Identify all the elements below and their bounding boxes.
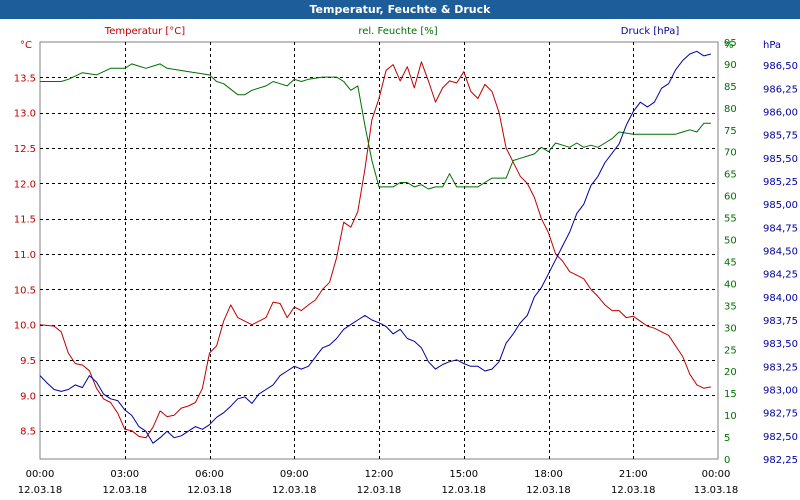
press-axis-unit: hPa	[763, 40, 781, 51]
x-tick-date: 12.03.18	[611, 485, 656, 496]
press-tick-label: 982,25	[763, 455, 798, 466]
press-tick-label: 985,50	[763, 154, 798, 165]
press-tick-label: 982,75	[763, 409, 798, 420]
hum-tick-label: 75	[724, 126, 737, 137]
x-tick-date: 12.03.18	[18, 485, 63, 496]
legend-humidity: rel. Feuchte [%]	[358, 26, 437, 37]
hum-tick-label: 30	[724, 323, 737, 334]
pressure-line	[39, 50, 712, 444]
x-tick-time: 15:00	[449, 469, 478, 480]
press-tick-label: 986,25	[763, 84, 798, 95]
x-tick-date: 12.03.18	[187, 485, 232, 496]
hum-tick-label: 20	[724, 367, 737, 378]
grid-lines	[40, 42, 718, 459]
hum-tick-labels: 0 5 10 15 20 25 30 35 40 45 50 55 60 65 70 75 80 85 90 95	[724, 38, 737, 466]
chart-title: Temperatur, Feuchte & Druck	[0, 0, 800, 19]
temp-tick-label: 13.0	[14, 109, 36, 120]
x-tick-time: 00:00	[26, 469, 55, 480]
hum-tick-label: 55	[724, 214, 737, 225]
temp-axis-unit: °C	[20, 40, 32, 51]
hum-tick-label: 0	[724, 455, 730, 466]
x-tick-labels: 00:00 12.03.18 03:00 12.03.18 06:00 12.03.18 0…	[18, 469, 739, 496]
press-tick-label: 983,75	[763, 316, 798, 327]
hum-tick-label: 45	[724, 257, 737, 268]
x-tick-time: 21:00	[619, 469, 648, 480]
legend-temperature: Temperatur [°C]	[104, 26, 185, 37]
hum-tick-label: 10	[724, 411, 737, 422]
hum-tick-label: 85	[724, 82, 737, 93]
x-tick-date: 12.03.18	[526, 485, 571, 496]
press-tick-label: 985,25	[763, 177, 798, 188]
press-tick-label: 984,50	[763, 247, 798, 258]
x-tick-time: 18:00	[534, 469, 563, 480]
humidity-line	[40, 63, 711, 190]
hum-tick-label: 25	[724, 345, 737, 356]
hum-axis-unit: %	[724, 40, 734, 51]
temp-tick-label: 9.5	[20, 356, 36, 367]
press-tick-label: 985,00	[763, 200, 798, 211]
temp-tick-labels: 8.5 9.0 9.5 10.0 10.5 11.0 11.5 12.0 12.5 13.0 13.…	[14, 73, 36, 437]
press-tick-label: 983,00	[763, 386, 798, 397]
press-tick-label: 985,75	[763, 131, 798, 142]
hum-tick-label: 95	[724, 38, 737, 49]
temp-tick-label: 12.5	[14, 144, 36, 155]
x-tick-time: 12:00	[365, 469, 394, 480]
x-tick-date: 12.03.18	[102, 485, 147, 496]
hum-tick-label: 50	[724, 236, 737, 247]
temperature-line	[39, 61, 711, 439]
temp-tick-label: 8.5	[20, 427, 36, 438]
hum-tick-label: 35	[724, 301, 737, 312]
press-tick-label: 983,25	[763, 362, 798, 373]
hum-tick-label: 60	[724, 192, 737, 203]
x-tick-time: 09:00	[280, 469, 309, 480]
hum-tick-label: 90	[724, 60, 737, 71]
x-tick-date: 12.03.18	[441, 485, 486, 496]
chart-canvas: °C % hPa Temperatur [°C] rel. Feuchte [%…	[14, 26, 798, 496]
hum-tick-label: 80	[724, 104, 737, 115]
press-tick-label: 984,00	[763, 293, 798, 304]
temp-tick-label: 9.0	[20, 391, 36, 402]
press-tick-label: 984,25	[763, 270, 798, 281]
press-tick-label: 982,50	[763, 432, 798, 443]
temp-tick-label: 11.0	[14, 250, 36, 261]
press-tick-label: 984,75	[763, 223, 798, 234]
hum-tick-label: 15	[724, 389, 737, 400]
x-tick-date: 12.03.18	[272, 485, 317, 496]
press-tick-label: 986,00	[763, 108, 798, 119]
plot-area	[39, 41, 719, 460]
x-tick-time: 00:00	[702, 469, 731, 480]
x-tick-time: 03:00	[110, 469, 139, 480]
x-tick-time: 06:00	[195, 469, 224, 480]
temp-tick-label: 10.5	[14, 285, 36, 296]
hum-tick-label: 5	[724, 433, 730, 444]
x-tick-date: 12.03.18	[357, 485, 402, 496]
press-tick-labels: 982,25 982,50 982,75 983,00 983,25 983,50 983,…	[763, 61, 798, 466]
temp-tick-label: 11.5	[14, 215, 36, 226]
press-tick-label: 983,50	[763, 339, 798, 350]
hum-tick-label: 70	[724, 148, 737, 159]
hum-tick-label: 65	[724, 170, 737, 181]
series-layer	[39, 50, 712, 444]
hum-tick-label: 40	[724, 279, 737, 290]
press-tick-label: 986,50	[763, 61, 798, 72]
legend-pressure: Druck [hPa]	[621, 26, 680, 37]
temp-tick-label: 13.5	[14, 73, 36, 84]
x-tick-date: 13.03.18	[694, 485, 739, 496]
temp-tick-label: 10.0	[14, 321, 36, 332]
temp-tick-label: 12.0	[14, 179, 36, 190]
